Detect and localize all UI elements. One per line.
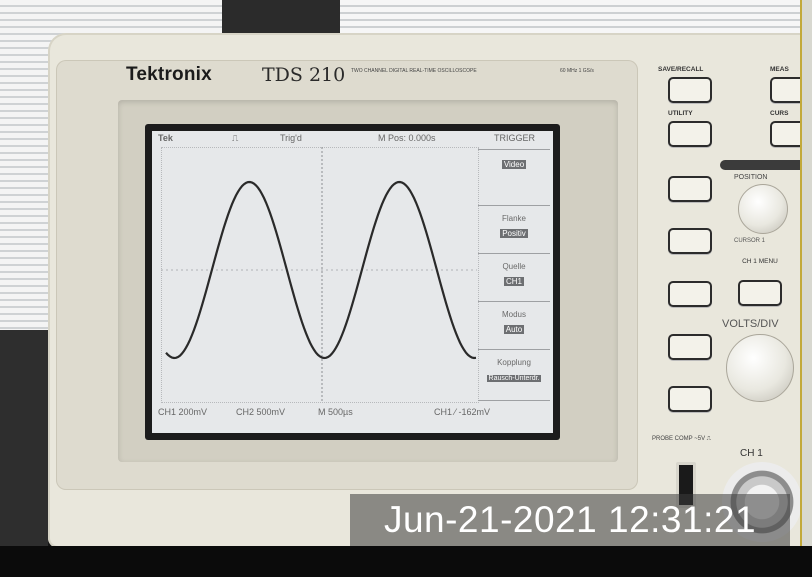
ch1-scale: CH1 200mV: [158, 407, 208, 417]
position-knob[interactable]: [738, 184, 788, 234]
model-name: TDS 210: [262, 64, 346, 86]
menu-item-1: Video: [478, 149, 550, 198]
acq-status: Trig'd: [280, 133, 302, 143]
menu-title: TRIGGER: [494, 133, 536, 143]
volts-div-knob[interactable]: [726, 334, 794, 402]
video-letterbox: [0, 546, 812, 577]
measure-label: MEAS: [770, 66, 789, 73]
volts-div-label: VOLTS/DIV: [722, 318, 779, 330]
menu-button-3[interactable]: [668, 281, 712, 307]
trigger-pulse-icon: ⎍: [232, 133, 239, 143]
menu-item-2-value: Positiv: [500, 229, 528, 238]
timebase: M 500µs: [318, 407, 353, 417]
menu-item-2-label: Flanke: [501, 214, 526, 223]
menu-button-2[interactable]: [668, 228, 712, 254]
menu-item-4-label: Modus: [501, 310, 526, 319]
lcd-display: Tek ⎍ Trig'd M Pos: 0.000s TRIGGER Video…: [152, 131, 553, 433]
horizontal-position: M Pos: 0.000s: [378, 133, 436, 143]
menu-item-5-value: Rausch-Unterdr.: [486, 375, 542, 382]
screen-brand: Tek: [158, 133, 173, 143]
ch1-menu-label: CH 1 MENU: [742, 258, 778, 265]
menu-item-5-label: Kopplung: [497, 358, 531, 367]
cursor-label: CURS: [770, 110, 789, 117]
trigger-level: CH1 ⁄ -162mV: [434, 407, 491, 417]
menu-item-4: Modus Auto: [478, 301, 550, 348]
model-subtitle: TWO CHANNEL DIGITAL REAL-TIME OSCILLOSCO…: [351, 68, 477, 74]
save-recall-button[interactable]: [668, 77, 712, 103]
waveform-trace: [161, 147, 477, 401]
menu-item-3-value: CH1: [503, 277, 524, 286]
probe-comp-label: PROBE COMP ~5V ⎍: [652, 436, 711, 442]
graticule: [161, 147, 479, 403]
ch1-menu-button[interactable]: [738, 280, 782, 306]
vertical-section-bar: [720, 160, 800, 170]
menu-button-4[interactable]: [668, 334, 712, 360]
lab-stand: [0, 330, 48, 550]
menu-item-5: Kopplung Rausch-Unterdr.: [478, 349, 550, 401]
timestamp-overlay: Jun-21-2021 12:31:21: [350, 494, 790, 546]
utility-label: UTILITY: [668, 110, 693, 117]
menu-item-1-value: Video: [501, 160, 527, 169]
cursor-button[interactable]: [770, 121, 802, 147]
menu-button-5[interactable]: [668, 386, 712, 412]
bandwidth-spec: 60 MHz 1 GS/s: [560, 68, 594, 74]
frame-edge: [800, 0, 812, 577]
cursor1-label: CURSOR 1: [734, 238, 766, 244]
menu-item-2: Flanke Positiv: [478, 205, 550, 252]
brand-logo: Tektronix: [126, 64, 212, 85]
menu-item-3-label: Quelle: [502, 262, 526, 271]
ch1-input-label: CH 1: [740, 448, 763, 459]
position-label: POSITION: [734, 174, 768, 181]
menu-item-3: Quelle CH1: [478, 253, 550, 300]
menu-button-1[interactable]: [668, 176, 712, 202]
measure-button[interactable]: [770, 77, 802, 103]
utility-button[interactable]: [668, 121, 712, 147]
menu-item-4-value: Auto: [503, 325, 525, 334]
ch2-scale: CH2 500mV: [236, 407, 286, 417]
save-recall-label: SAVE/RECALL: [658, 66, 704, 73]
